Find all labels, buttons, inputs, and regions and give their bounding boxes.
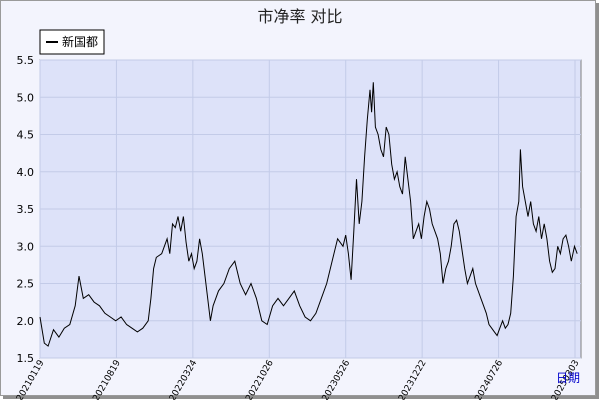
y-tick-label: 3.5 — [17, 203, 35, 216]
x-axis-label: 日期 — [556, 371, 580, 385]
y-axis-ticks: 1.5 2.0 2.5 3.0 3.5 4.0 4.5 5.0 5.5 — [17, 54, 35, 365]
x-tick-label: 20220324 — [168, 358, 200, 400]
y-tick-label: 5.0 — [17, 91, 35, 104]
y-tick-label: 2.0 — [17, 315, 35, 328]
legend: 新国都 — [39, 29, 105, 55]
y-tick-label: 3.0 — [17, 240, 35, 253]
x-tick-label: 20240726 — [474, 358, 506, 400]
y-tick-label: 1.5 — [17, 352, 35, 365]
x-tick-label: 20221026 — [244, 358, 276, 400]
y-tick-label: 4.5 — [17, 129, 35, 142]
x-tick-label: 20230526 — [321, 358, 353, 400]
x-tick-label: 20210819 — [91, 358, 123, 400]
grid-lines — [39, 59, 581, 359]
series-line-xinguodu — [39, 82, 578, 347]
y-tick-label: 4.0 — [17, 166, 35, 179]
x-tick-label: 20231222 — [397, 359, 429, 400]
y-tick-label: 5.5 — [17, 54, 35, 67]
legend-label: 新国都 — [62, 34, 98, 49]
x-axis-ticks: 20210119 20210819 20220324 20221026 20230526… — [15, 358, 582, 400]
y-tick-label: 2.5 — [17, 278, 35, 291]
chart-title: 市净率 对比 — [257, 7, 342, 26]
